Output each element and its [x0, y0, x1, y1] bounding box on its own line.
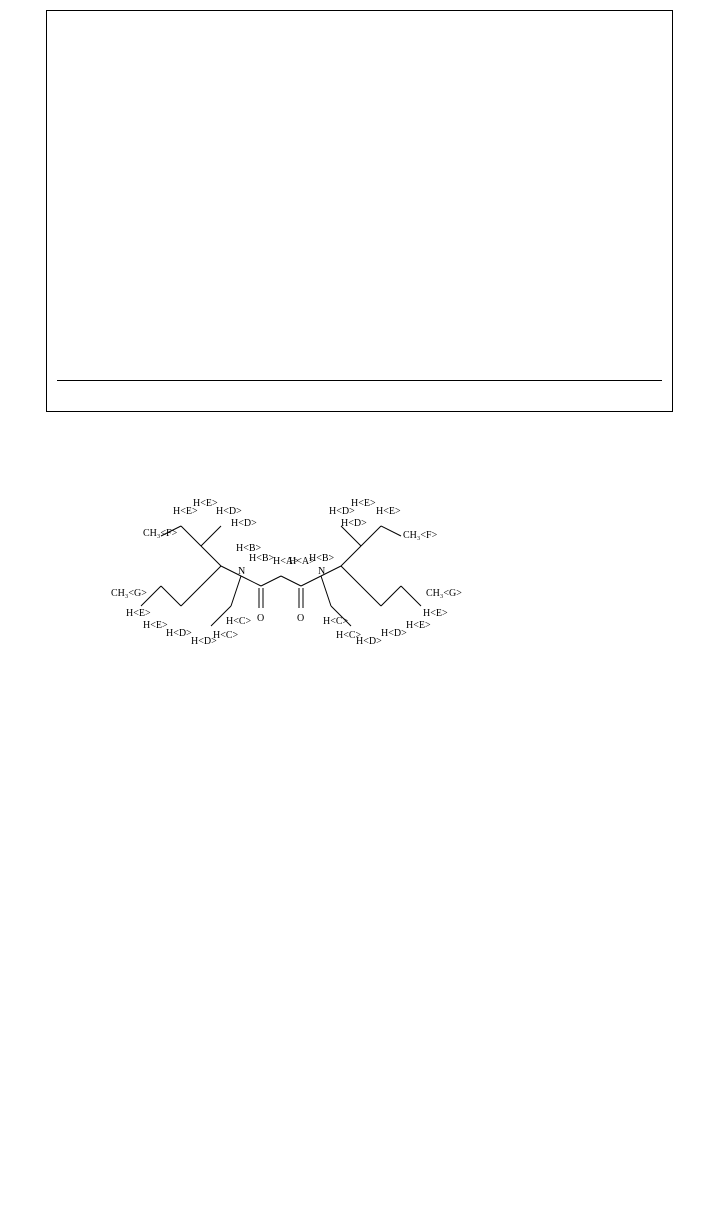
svg-text:H<E>: H<E>: [376, 506, 401, 517]
svg-text:N: N: [238, 566, 245, 577]
svg-text:H<B>: H<B>: [249, 553, 275, 564]
svg-text:H<C>: H<C>: [336, 630, 362, 641]
svg-text:H<E>: H<E>: [126, 608, 151, 619]
svg-text:H<D>: H<D>: [216, 506, 242, 517]
ppm-axis: [46, 414, 673, 434]
svg-text:H<D>: H<D>: [341, 518, 367, 529]
svg-text:CH₃<G>: CH₃<G>: [111, 588, 147, 599]
svg-text:O: O: [297, 613, 304, 624]
svg-text:CH₃<F>: CH₃<F>: [143, 528, 178, 539]
svg-text:H<E>: H<E>: [351, 498, 376, 509]
svg-text:N: N: [318, 566, 325, 577]
svg-text:O: O: [257, 613, 264, 624]
svg-text:H<D>: H<D>: [166, 628, 192, 639]
svg-text:H<C>: H<C>: [226, 616, 252, 627]
svg-text:H<E>: H<E>: [143, 620, 168, 631]
svg-text:H<C>: H<C>: [323, 616, 349, 627]
svg-text:H<E>: H<E>: [193, 498, 218, 509]
shift-table: [42, 462, 61, 502]
svg-text:H<D>: H<D>: [381, 628, 407, 639]
structure-diagram: N N O O H<E> H<E> H<D> CH₃<F> H<D> H<B> …: [81, 466, 471, 671]
nmr-spectrum: [46, 10, 673, 412]
svg-text:H<C>: H<C>: [213, 630, 239, 641]
svg-text:CH₃<G>: CH₃<G>: [426, 588, 462, 599]
svg-text:H<E>: H<E>: [406, 620, 431, 631]
baseline: [57, 380, 662, 381]
svg-text:CH₃<F>: CH₃<F>: [403, 530, 438, 541]
svg-text:H<B>: H<B>: [309, 553, 335, 564]
svg-text:H<E>: H<E>: [423, 608, 448, 619]
svg-text:H<D>: H<D>: [231, 518, 257, 529]
